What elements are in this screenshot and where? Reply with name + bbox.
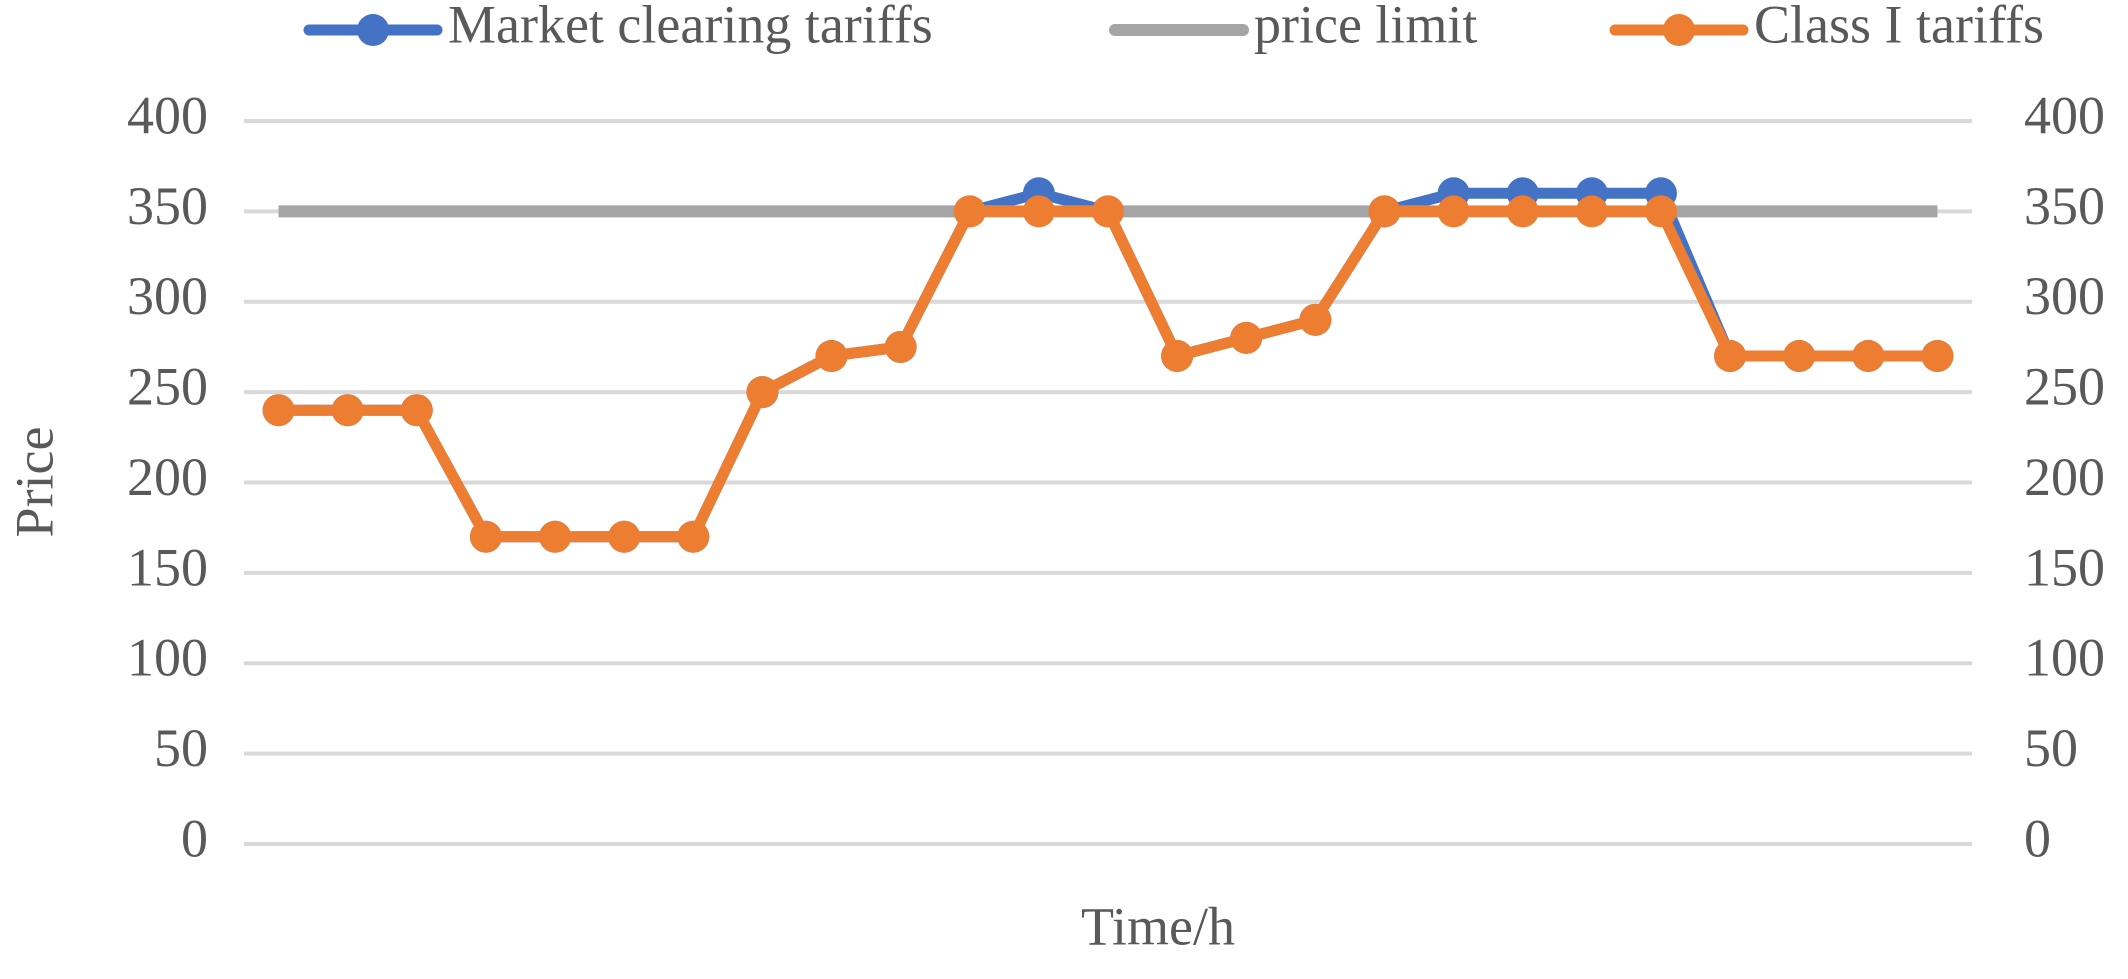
legend-label: price limit: [1254, 0, 1477, 54]
y2-tick-label: 50: [2024, 718, 2078, 778]
y-tick-label: 50: [154, 718, 208, 778]
y-tick-label: 300: [127, 266, 208, 326]
series-line: [278, 187, 1938, 543]
y-tick-label: 0: [181, 808, 208, 868]
marker: [1921, 339, 1954, 372]
marker: [1092, 195, 1124, 228]
marker: [1161, 339, 1194, 372]
y2-tick-label: 200: [2024, 447, 2105, 507]
marker: [1852, 339, 1885, 372]
x-axis-title: Time/h: [1081, 896, 1235, 956]
marker: [539, 520, 572, 553]
y2-tick-label: 300: [2024, 266, 2105, 326]
y-tick-label: 350: [127, 176, 208, 236]
y-tick-label: 100: [127, 628, 208, 688]
y2-tick-label: 150: [2024, 537, 2105, 597]
series-line: [278, 205, 1938, 543]
marker: [262, 394, 295, 427]
y-tick-label: 400: [127, 85, 208, 145]
y2-tick-label: 350: [2024, 176, 2105, 236]
y2-tick-label: 100: [2024, 628, 2105, 688]
marker: [469, 520, 502, 553]
marker: [884, 330, 917, 363]
marker: [1714, 339, 1747, 372]
marker: [331, 394, 364, 427]
y-tick-label: 250: [127, 357, 208, 417]
marker: [608, 520, 641, 553]
y2-tick-label: 400: [2024, 85, 2105, 145]
marker: [1506, 195, 1539, 228]
y2-tick-label: 0: [2024, 808, 2051, 868]
marker: [1437, 195, 1470, 228]
legend-marker: [1663, 14, 1695, 46]
legend-label: Class I tariffs: [1754, 0, 2044, 54]
y-axis-title: Price: [4, 427, 64, 538]
marker: [1022, 195, 1055, 228]
marker: [677, 520, 710, 553]
marker: [953, 195, 986, 228]
y2-tick-label: 250: [2024, 357, 2105, 417]
legend-marker: [357, 14, 389, 46]
marker: [1575, 195, 1608, 228]
y-tick-label: 150: [127, 537, 208, 597]
marker: [1299, 303, 1332, 336]
y-tick-label: 200: [127, 447, 208, 507]
legend-label: Market clearing tariffs: [448, 0, 933, 54]
marker: [815, 339, 848, 372]
marker: [1230, 321, 1263, 354]
marker: [400, 394, 433, 427]
marker: [746, 376, 779, 409]
marker: [1783, 339, 1816, 372]
marker: [1368, 195, 1401, 228]
marker: [1644, 195, 1677, 228]
